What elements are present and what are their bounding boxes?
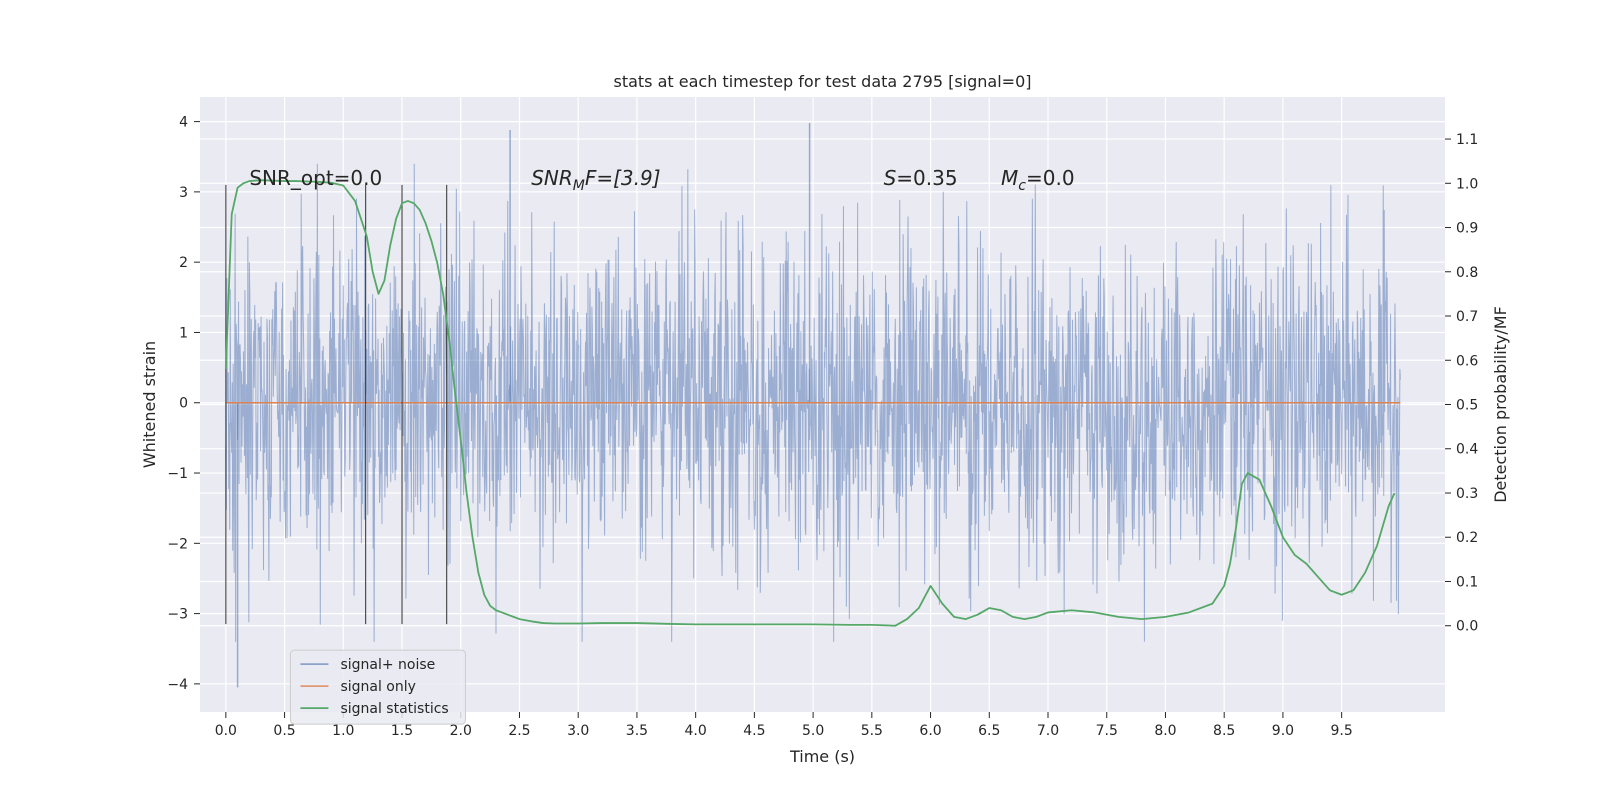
x-axis-ticks: 0.0 0.5 1.0 1.5 2.0 2.5 3.0 3.5 4.0 4.5 5.0 5.5 6.0 6… [215, 712, 1353, 739]
x-tick-label: 9.5 [1331, 723, 1353, 739]
x-tick-label: 3.5 [626, 723, 648, 739]
series-signal-statistics-line [224, 179, 1396, 627]
x-tick-label: 8.0 [1154, 723, 1176, 739]
x-tick-label: 4.5 [743, 723, 765, 739]
y2-tick-label: 0.3 [1456, 486, 1478, 502]
x-tick-label: 8.5 [1213, 723, 1235, 739]
y2-tick-label: 0.4 [1456, 442, 1478, 458]
y-axis-label: Whitened strain [140, 341, 159, 468]
x-tick-label: 6.5 [978, 723, 1000, 739]
y2-tick-label: 0.6 [1456, 353, 1478, 369]
x-tick-label: 7.5 [1096, 723, 1118, 739]
legend-box [289, 649, 466, 725]
y-tick-label: 0 [179, 396, 188, 412]
y2-axis-label: Detection probability/MF [1491, 306, 1510, 503]
noise-trace [225, 163, 1401, 642]
vertical-markers [225, 184, 448, 625]
x-tick-label: 7.0 [1037, 723, 1059, 739]
y2-tick-label: 1.1 [1456, 132, 1478, 148]
y2-tick-label: 0.5 [1456, 398, 1478, 414]
y-axis-ticks: 4 3 2 1 0 −1 −2 −3 −4 [167, 115, 200, 693]
legend: signal+ noise signal only signal statist… [289, 649, 466, 725]
annotation-snr-opt: SNR_opt=0.0 [249, 166, 382, 190]
x-tick-label: 2.5 [508, 723, 530, 739]
x-tick-label: 1.0 [332, 723, 354, 739]
y2-tick-label: 0.7 [1456, 309, 1478, 325]
annotation-s: S=0.35 [884, 166, 958, 190]
legend-label-signal-statistics: signal statistics [340, 701, 448, 717]
x-axis-label: Time (s) [789, 747, 855, 766]
y2-tick-label: 0.8 [1456, 265, 1478, 281]
y-tick-label: −1 [167, 466, 188, 482]
y-tick-label: 1 [179, 325, 188, 341]
x-tick-label: 0.0 [215, 723, 237, 739]
x-tick-label: 5.0 [802, 723, 824, 739]
x-tick-label: 6.0 [919, 723, 941, 739]
x-tick-label: 5.5 [861, 723, 883, 739]
legend-label-signal-plus-noise: signal+ noise [340, 657, 435, 673]
y-tick-label: −2 [167, 536, 188, 552]
x-tick-label: 4.0 [685, 723, 707, 739]
y2-tick-label: 0.0 [1456, 619, 1478, 635]
legend-label-signal-only: signal only [340, 679, 415, 695]
y2-tick-label: 1.0 [1456, 176, 1478, 192]
y-tick-label: 4 [179, 115, 188, 131]
annotation-snr-mf: SNRMF=[3.9] [531, 166, 660, 194]
x-tick-label: 2.0 [450, 723, 472, 739]
y2-tick-label: 0.9 [1456, 221, 1478, 237]
annotation-mc: Mc=0.0 [1001, 166, 1075, 194]
y2-tick-label: 0.2 [1456, 530, 1478, 546]
x-tick-label: 1.5 [391, 723, 413, 739]
y-tick-label: −3 [167, 607, 188, 623]
chart-title: stats at each timestep for test data 279… [613, 72, 1031, 91]
y-tick-label: 2 [179, 255, 188, 271]
x-tick-label: 0.5 [273, 723, 295, 739]
series-signal-plus-noise [225, 123, 1401, 688]
y2-axis-ticks: 1.1 1.0 0.9 0.8 0.7 0.6 0.5 0.4 0.3 0.2 0.1 0.0 [1445, 132, 1478, 635]
y-tick-label: 3 [179, 185, 188, 201]
y-tick-label: −4 [167, 677, 188, 693]
gridlines [200, 97, 1445, 712]
x-tick-label: 9.0 [1272, 723, 1294, 739]
y2-tick-label: 0.1 [1456, 574, 1478, 590]
x-tick-label: 3.0 [567, 723, 589, 739]
